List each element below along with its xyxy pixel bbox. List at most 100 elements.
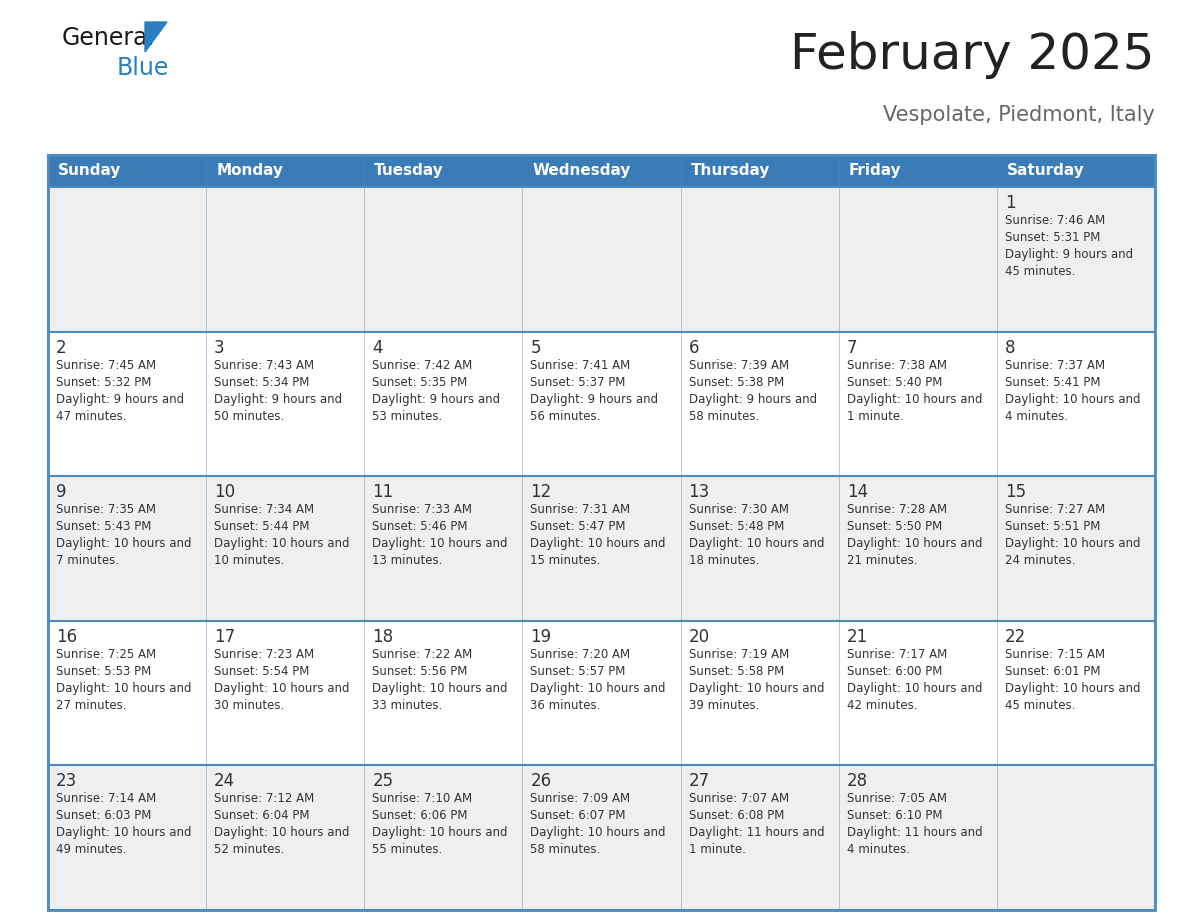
Text: Sunset: 5:54 PM: Sunset: 5:54 PM	[214, 665, 310, 677]
Text: Sunset: 5:56 PM: Sunset: 5:56 PM	[372, 665, 468, 677]
Text: 10 minutes.: 10 minutes.	[214, 554, 284, 567]
Text: Daylight: 10 hours and: Daylight: 10 hours and	[1005, 682, 1140, 695]
Text: 11: 11	[372, 483, 393, 501]
Text: Sunrise: 7:09 AM: Sunrise: 7:09 AM	[530, 792, 631, 805]
Text: 33 minutes.: 33 minutes.	[372, 699, 443, 711]
Text: Daylight: 10 hours and: Daylight: 10 hours and	[530, 826, 666, 839]
Text: Sunrise: 7:38 AM: Sunrise: 7:38 AM	[847, 359, 947, 372]
Text: Sunset: 5:50 PM: Sunset: 5:50 PM	[847, 521, 942, 533]
Text: Sunset: 6:04 PM: Sunset: 6:04 PM	[214, 810, 310, 823]
Text: 26: 26	[530, 772, 551, 790]
Text: Sunset: 6:03 PM: Sunset: 6:03 PM	[56, 810, 151, 823]
Text: Sunset: 6:01 PM: Sunset: 6:01 PM	[1005, 665, 1100, 677]
Text: Tuesday: Tuesday	[374, 163, 444, 178]
Text: Sunrise: 7:17 AM: Sunrise: 7:17 AM	[847, 648, 947, 661]
Text: Monday: Monday	[216, 163, 283, 178]
Text: General: General	[62, 26, 156, 50]
Text: 4 minutes.: 4 minutes.	[1005, 409, 1068, 422]
Text: 7 minutes.: 7 minutes.	[56, 554, 119, 567]
Text: 2: 2	[56, 339, 67, 356]
Text: 58 minutes.: 58 minutes.	[689, 409, 759, 422]
Text: Sunset: 5:46 PM: Sunset: 5:46 PM	[372, 521, 468, 533]
Text: Daylight: 10 hours and: Daylight: 10 hours and	[214, 537, 349, 550]
Text: Sunrise: 7:41 AM: Sunrise: 7:41 AM	[530, 359, 631, 372]
Bar	[523, 155, 681, 187]
Text: Sunrise: 7:12 AM: Sunrise: 7:12 AM	[214, 792, 315, 805]
Text: 30 minutes.: 30 minutes.	[214, 699, 284, 711]
Text: 4: 4	[372, 339, 383, 356]
Text: 27 minutes.: 27 minutes.	[56, 699, 126, 711]
Text: Daylight: 10 hours and: Daylight: 10 hours and	[372, 537, 507, 550]
Text: Sunset: 5:48 PM: Sunset: 5:48 PM	[689, 521, 784, 533]
Text: Sunrise: 7:23 AM: Sunrise: 7:23 AM	[214, 648, 315, 661]
Text: Sunday: Sunday	[58, 163, 121, 178]
Text: Wednesday: Wednesday	[532, 163, 631, 178]
Text: Sunset: 6:00 PM: Sunset: 6:00 PM	[847, 665, 942, 677]
Text: 42 minutes.: 42 minutes.	[847, 699, 917, 711]
Text: 28: 28	[847, 772, 868, 790]
Text: 47 minutes.: 47 minutes.	[56, 409, 126, 422]
Text: 58 minutes.: 58 minutes.	[530, 844, 601, 856]
Text: 17: 17	[214, 628, 235, 645]
Text: Daylight: 9 hours and: Daylight: 9 hours and	[372, 393, 500, 406]
Text: Sunset: 5:38 PM: Sunset: 5:38 PM	[689, 375, 784, 388]
Text: Sunset: 5:31 PM: Sunset: 5:31 PM	[1005, 231, 1100, 244]
Text: Daylight: 9 hours and: Daylight: 9 hours and	[214, 393, 342, 406]
Text: Daylight: 10 hours and: Daylight: 10 hours and	[56, 826, 191, 839]
Text: Sunset: 6:08 PM: Sunset: 6:08 PM	[689, 810, 784, 823]
Text: 7: 7	[847, 339, 858, 356]
Text: Sunrise: 7:35 AM: Sunrise: 7:35 AM	[56, 503, 156, 516]
Text: 3: 3	[214, 339, 225, 356]
Bar	[48, 766, 1155, 910]
Text: Sunrise: 7:14 AM: Sunrise: 7:14 AM	[56, 792, 157, 805]
Text: Sunset: 5:47 PM: Sunset: 5:47 PM	[530, 521, 626, 533]
Bar	[48, 476, 1155, 621]
Text: 1 minute.: 1 minute.	[847, 409, 904, 422]
Text: Sunrise: 7:15 AM: Sunrise: 7:15 AM	[1005, 648, 1105, 661]
Text: Friday: Friday	[848, 163, 902, 178]
Text: Daylight: 10 hours and: Daylight: 10 hours and	[847, 537, 982, 550]
Text: Sunrise: 7:33 AM: Sunrise: 7:33 AM	[372, 503, 473, 516]
Text: Daylight: 9 hours and: Daylight: 9 hours and	[689, 393, 816, 406]
Bar	[48, 621, 1155, 766]
Text: Daylight: 10 hours and: Daylight: 10 hours and	[847, 682, 982, 695]
Text: Sunrise: 7:19 AM: Sunrise: 7:19 AM	[689, 648, 789, 661]
Text: Daylight: 9 hours and: Daylight: 9 hours and	[530, 393, 658, 406]
Text: Sunset: 5:32 PM: Sunset: 5:32 PM	[56, 375, 151, 388]
Text: Sunrise: 7:30 AM: Sunrise: 7:30 AM	[689, 503, 789, 516]
Text: Sunset: 5:51 PM: Sunset: 5:51 PM	[1005, 521, 1100, 533]
Text: 23: 23	[56, 772, 77, 790]
Text: Daylight: 10 hours and: Daylight: 10 hours and	[530, 537, 666, 550]
Text: 39 minutes.: 39 minutes.	[689, 699, 759, 711]
Text: Daylight: 10 hours and: Daylight: 10 hours and	[372, 682, 507, 695]
Text: 13 minutes.: 13 minutes.	[372, 554, 443, 567]
Text: 49 minutes.: 49 minutes.	[56, 844, 126, 856]
Text: 13: 13	[689, 483, 709, 501]
Text: Daylight: 11 hours and: Daylight: 11 hours and	[689, 826, 824, 839]
Text: Daylight: 10 hours and: Daylight: 10 hours and	[56, 537, 191, 550]
Text: 22: 22	[1005, 628, 1026, 645]
Text: 12: 12	[530, 483, 551, 501]
Text: Daylight: 10 hours and: Daylight: 10 hours and	[56, 682, 191, 695]
Text: Sunset: 5:58 PM: Sunset: 5:58 PM	[689, 665, 784, 677]
Text: Sunrise: 7:25 AM: Sunrise: 7:25 AM	[56, 648, 156, 661]
Text: 55 minutes.: 55 minutes.	[372, 844, 443, 856]
Bar	[48, 155, 207, 187]
Text: 21: 21	[847, 628, 868, 645]
Text: 25: 25	[372, 772, 393, 790]
Text: Sunset: 5:57 PM: Sunset: 5:57 PM	[530, 665, 626, 677]
Text: 4 minutes.: 4 minutes.	[847, 844, 910, 856]
Text: Daylight: 9 hours and: Daylight: 9 hours and	[1005, 248, 1133, 261]
Text: Daylight: 10 hours and: Daylight: 10 hours and	[214, 682, 349, 695]
Text: Sunrise: 7:27 AM: Sunrise: 7:27 AM	[1005, 503, 1105, 516]
Text: Sunrise: 7:31 AM: Sunrise: 7:31 AM	[530, 503, 631, 516]
Text: 15 minutes.: 15 minutes.	[530, 554, 601, 567]
Text: 45 minutes.: 45 minutes.	[1005, 699, 1075, 711]
Text: 27: 27	[689, 772, 709, 790]
Text: 45 minutes.: 45 minutes.	[1005, 265, 1075, 278]
Text: 56 minutes.: 56 minutes.	[530, 409, 601, 422]
Text: Sunrise: 7:42 AM: Sunrise: 7:42 AM	[372, 359, 473, 372]
Bar	[681, 155, 839, 187]
Text: 53 minutes.: 53 minutes.	[372, 409, 443, 422]
Text: Sunset: 5:34 PM: Sunset: 5:34 PM	[214, 375, 310, 388]
